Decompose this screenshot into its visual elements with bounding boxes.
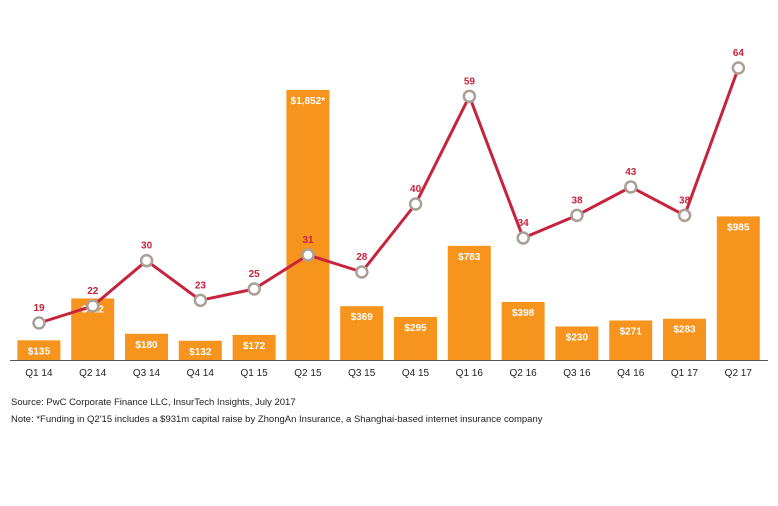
bar-value-label: $132	[189, 347, 212, 358]
bar-value-label: $783	[458, 252, 481, 263]
x-tick-label: Q2 17	[725, 368, 753, 379]
line-value-label: 22	[87, 286, 99, 297]
x-tick-label: Q3 16	[563, 368, 591, 379]
x-tick-label: Q2 16	[509, 368, 537, 379]
line-point	[462, 89, 477, 104]
bar-value-label: $230	[566, 332, 589, 343]
line-point	[570, 208, 584, 223]
line-value-label: 43	[625, 167, 637, 178]
bar-value-label: $985	[727, 222, 750, 233]
bar	[447, 245, 491, 360]
line-value-label: 31	[302, 235, 314, 246]
bar	[17, 340, 61, 360]
line-point	[247, 282, 261, 296]
bar-value-label: $295	[404, 323, 427, 334]
bar	[555, 326, 599, 360]
chart-notes: Source: PwC Corporate Finance LLC, Insur…	[11, 394, 543, 428]
line-point	[624, 180, 638, 194]
bar	[663, 318, 706, 360]
bar-value-label: $369	[351, 312, 374, 323]
x-tick-label: Q3 14	[133, 368, 161, 379]
line-value-label: 64	[733, 48, 745, 59]
bar	[394, 316, 437, 360]
bar-value-label: $271	[620, 326, 643, 337]
line-value-label: 28	[356, 252, 368, 263]
line-point	[86, 299, 100, 313]
bar	[125, 333, 168, 360]
x-tick-label: Q1 17	[671, 368, 699, 379]
line-point	[516, 231, 530, 245]
bar-value-label: $172	[243, 341, 266, 352]
bar	[286, 90, 330, 360]
line-value-label: 30	[141, 241, 153, 252]
bar-value-label: $398	[512, 308, 535, 319]
x-tick-label: Q4 15	[402, 368, 430, 379]
line-value-label: 38	[679, 195, 691, 206]
line-point	[408, 197, 423, 211]
line-point	[677, 208, 692, 223]
chart: $135$422$180$132$172$1,852*$369$295$783$…	[10, 48, 768, 379]
bar	[232, 334, 276, 360]
line-point	[731, 61, 746, 75]
bar	[178, 340, 222, 360]
line-point	[32, 316, 46, 330]
bar	[340, 306, 384, 360]
line-value-label: 40	[410, 184, 422, 195]
line-value-label: 19	[33, 303, 45, 314]
x-tick-label: Q4 14	[187, 368, 215, 379]
x-tick-label: Q1 15	[240, 368, 268, 379]
line-point	[301, 248, 315, 262]
x-tick-label: Q2 15	[294, 368, 322, 379]
line-point	[193, 293, 208, 308]
x-tick-label: Q1 16	[456, 368, 484, 379]
source-note: Source: PwC Corporate Finance LLC, Insur…	[11, 397, 296, 408]
bar-value-label: $283	[673, 325, 696, 336]
line-value-label: 34	[518, 218, 530, 229]
deals-line	[38, 67, 740, 325]
bar	[609, 320, 653, 360]
line-value-label: 23	[195, 280, 207, 291]
line-value-label: 25	[249, 269, 261, 280]
footnote: Note: *Funding in Q2'15 includes a $931m…	[11, 414, 543, 425]
line-value-label: 59	[464, 76, 476, 87]
bar-value-label: $1,852*	[291, 96, 326, 107]
x-tick-label: Q3 15	[348, 368, 376, 379]
bar-value-label: $135	[28, 346, 51, 357]
line-point	[139, 253, 154, 268]
bar-value-label: $180	[135, 340, 158, 351]
bar	[716, 216, 760, 360]
line-point	[355, 265, 369, 279]
x-tick-label: Q2 14	[79, 368, 107, 379]
line-value-label: 38	[571, 195, 583, 206]
x-tick-label: Q1 14	[25, 368, 53, 379]
x-tick-label: Q4 16	[617, 368, 645, 379]
bar	[501, 301, 545, 360]
